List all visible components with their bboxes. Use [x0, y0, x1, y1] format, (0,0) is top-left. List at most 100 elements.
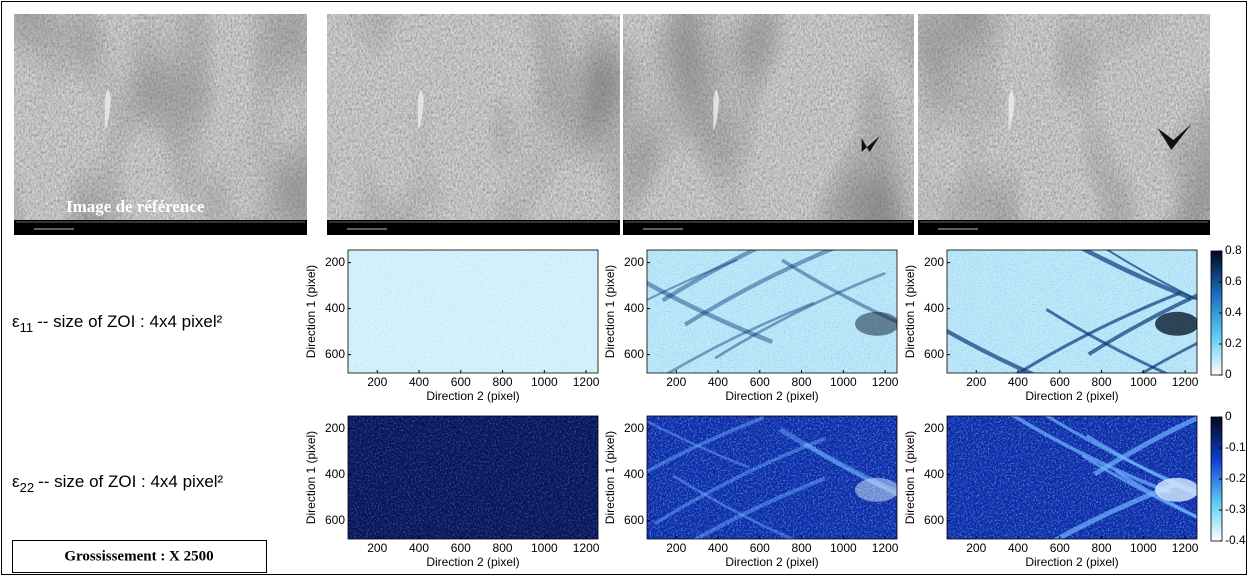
sem-shading	[623, 14, 914, 220]
sem-info-bar	[623, 220, 914, 235]
y-axis-label: Direction 1 (pixel)	[903, 431, 917, 524]
map-image	[947, 250, 1197, 373]
row-text: -- size of ZOI : 4x4 pixel²	[38, 472, 223, 491]
sem-shading	[14, 14, 307, 220]
map-streak	[661, 250, 759, 303]
y-tick-label: 400	[624, 467, 644, 481]
x-tick-label: 1000	[1130, 541, 1157, 555]
sem-crack	[861, 136, 880, 152]
sem-info-bar	[14, 220, 307, 235]
map-texture	[348, 250, 598, 373]
map-streak	[1080, 250, 1192, 301]
colorbar-tick-label: 0	[1225, 409, 1232, 423]
y-tick-label: 400	[624, 301, 644, 315]
y-axis-label: Direction 1 (pixel)	[603, 431, 617, 524]
x-tick-label: 800	[792, 541, 812, 555]
y-tick-label: 400	[325, 467, 345, 481]
x-tick-label: 600	[1050, 375, 1070, 389]
x-tick-label: 600	[750, 375, 770, 389]
map-streak	[1093, 416, 1197, 477]
x-tick-label: 400	[1008, 541, 1028, 555]
row-label: ε11 -- size of ZOI : 4x4 pixel²	[12, 312, 223, 335]
map-texture	[647, 250, 897, 373]
map-image	[647, 250, 897, 373]
x-tick-label: 200	[666, 375, 686, 389]
x-axis-label: Direction 2 (pixel)	[1025, 555, 1118, 569]
map-image	[947, 416, 1197, 539]
colorbar-tick-label: -0.1	[1225, 440, 1246, 454]
axes-frame	[347, 415, 599, 540]
colorbar: -0.4 -0.3 -0.2 -0.1 0	[1210, 409, 1246, 547]
y-tick-label: 600	[624, 347, 644, 361]
x-tick-label: 800	[493, 375, 513, 389]
x-tick-label: 400	[409, 375, 429, 389]
row-label: ε22 -- size of ZOI : 4x4 pixel²	[12, 472, 224, 495]
colorbar-tick-label: 0.4	[1225, 305, 1242, 319]
x-axis-label: Direction 2 (pixel)	[725, 389, 818, 403]
map-streak	[947, 328, 1036, 373]
colorbar: 0 0.2 0.4 0.6 0.8	[1210, 243, 1242, 381]
map-texture	[647, 416, 897, 539]
y-tick-label: 400	[924, 467, 944, 481]
sem-images	[14, 14, 1210, 235]
sem-shading	[918, 14, 1210, 220]
y-tick-label: 600	[325, 347, 345, 361]
sem-info-bar	[918, 220, 1210, 235]
subscript: 22	[20, 480, 34, 495]
y-tick-label: 200	[924, 255, 944, 269]
x-tick-label: 1000	[1130, 375, 1157, 389]
y-axis-label: Direction 1 (pixel)	[304, 265, 318, 358]
x-tick-label: 1200	[872, 375, 899, 389]
x-tick-label: 200	[966, 541, 986, 555]
map-streak	[647, 280, 773, 344]
map-streak	[1010, 416, 1171, 495]
x-axis-label: Direction 2 (pixel)	[426, 389, 519, 403]
map-streak	[1087, 293, 1197, 356]
x-tick-label: 200	[966, 375, 986, 389]
y-tick-label: 200	[325, 255, 345, 269]
map-streak	[714, 271, 886, 360]
y-tick-label: 200	[325, 421, 345, 435]
map-image	[348, 416, 598, 539]
y-tick-label: 600	[624, 513, 644, 527]
y-tick-label: 200	[624, 255, 644, 269]
x-tick-label: 600	[1050, 541, 1070, 555]
reference-label: Image de référence	[66, 197, 205, 216]
map-streak	[781, 258, 897, 324]
colorbar-tick-label: -0.3	[1225, 502, 1246, 516]
x-tick-label: 800	[792, 375, 812, 389]
map-streak	[666, 301, 815, 373]
x-tick-label: 200	[367, 541, 387, 555]
axes-frame	[347, 249, 599, 374]
colorbar-tick-label: 0.8	[1225, 243, 1242, 257]
x-tick-label: 1200	[1172, 375, 1199, 389]
map-image	[348, 250, 598, 373]
y-tick-label: 200	[924, 421, 944, 435]
sem-feature	[713, 90, 720, 130]
map-streak	[672, 474, 795, 539]
colorbar-tick-label: -0.2	[1225, 471, 1246, 485]
sem-crack	[1157, 124, 1192, 150]
x-tick-label: 400	[1008, 375, 1028, 389]
map-texture	[947, 250, 1197, 373]
map-streak	[1015, 291, 1182, 373]
y-tick-label: 400	[325, 301, 345, 315]
x-tick-label: 1200	[573, 541, 600, 555]
x-tick-label: 1000	[830, 375, 857, 389]
map-hotspot	[855, 311, 897, 336]
axes-frame	[646, 415, 898, 540]
x-tick-label: 1000	[830, 541, 857, 555]
map-streak	[647, 416, 765, 474]
x-tick-label: 400	[409, 541, 429, 555]
map-streak	[647, 419, 750, 469]
axes-frame	[646, 249, 898, 374]
axes-frame	[946, 415, 1198, 540]
map-streak	[653, 437, 826, 526]
magnification: Grossissement : X 2500	[64, 548, 213, 564]
x-tick-label: 800	[1092, 541, 1112, 555]
y-tick-label: 400	[924, 301, 944, 315]
